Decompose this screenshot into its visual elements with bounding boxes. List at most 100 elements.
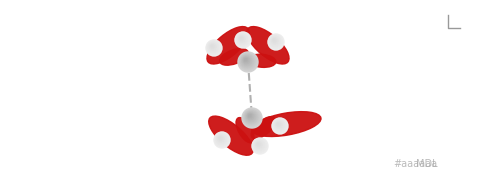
Circle shape <box>252 138 268 154</box>
Circle shape <box>278 124 279 125</box>
Circle shape <box>238 36 245 42</box>
Circle shape <box>208 42 220 54</box>
Circle shape <box>239 36 244 41</box>
Circle shape <box>208 42 218 53</box>
Circle shape <box>244 58 248 62</box>
Circle shape <box>245 111 257 123</box>
Circle shape <box>238 35 247 44</box>
Circle shape <box>241 55 253 67</box>
Circle shape <box>268 35 283 49</box>
Circle shape <box>235 32 251 48</box>
Circle shape <box>244 111 258 124</box>
Circle shape <box>211 45 214 48</box>
Circle shape <box>248 114 252 118</box>
Text: #aaaaaa: #aaaaaa <box>394 159 438 169</box>
Circle shape <box>242 108 262 128</box>
Circle shape <box>272 37 278 44</box>
Ellipse shape <box>236 118 254 143</box>
Circle shape <box>209 43 217 51</box>
Circle shape <box>217 135 225 143</box>
Circle shape <box>220 137 221 139</box>
Circle shape <box>206 40 222 56</box>
Circle shape <box>274 120 285 131</box>
Circle shape <box>276 121 282 128</box>
Circle shape <box>270 36 280 47</box>
Ellipse shape <box>247 27 289 64</box>
Circle shape <box>214 132 230 148</box>
Circle shape <box>271 37 279 45</box>
Circle shape <box>212 45 213 47</box>
Circle shape <box>238 52 258 72</box>
Circle shape <box>208 42 218 52</box>
Circle shape <box>276 123 280 127</box>
Circle shape <box>246 112 254 121</box>
Ellipse shape <box>248 54 276 67</box>
Circle shape <box>240 37 242 39</box>
Circle shape <box>207 41 220 54</box>
Circle shape <box>218 136 224 141</box>
Circle shape <box>240 54 255 69</box>
Circle shape <box>240 53 256 70</box>
Circle shape <box>252 139 267 153</box>
Circle shape <box>236 33 250 47</box>
Ellipse shape <box>252 112 321 136</box>
Circle shape <box>243 57 250 64</box>
Circle shape <box>210 43 216 50</box>
Circle shape <box>247 113 254 120</box>
Circle shape <box>254 140 264 150</box>
Circle shape <box>240 36 244 40</box>
Circle shape <box>216 133 228 146</box>
Circle shape <box>237 34 248 45</box>
Circle shape <box>268 34 284 50</box>
Circle shape <box>256 142 262 148</box>
Circle shape <box>255 141 263 149</box>
Circle shape <box>206 40 221 55</box>
Circle shape <box>216 134 226 144</box>
Circle shape <box>240 55 254 68</box>
Circle shape <box>275 121 283 129</box>
Ellipse shape <box>207 27 249 64</box>
Ellipse shape <box>208 116 253 155</box>
Circle shape <box>272 118 288 134</box>
Ellipse shape <box>251 117 276 139</box>
Circle shape <box>272 39 276 42</box>
Circle shape <box>253 139 266 152</box>
Circle shape <box>219 137 222 140</box>
Circle shape <box>254 140 264 151</box>
Circle shape <box>245 59 246 61</box>
Circle shape <box>269 35 282 48</box>
Circle shape <box>246 112 256 122</box>
Circle shape <box>238 35 246 43</box>
Circle shape <box>214 133 229 147</box>
Circle shape <box>210 45 214 49</box>
Circle shape <box>242 109 261 127</box>
Circle shape <box>249 115 250 117</box>
Circle shape <box>272 38 278 43</box>
Circle shape <box>256 143 260 146</box>
Circle shape <box>238 53 257 71</box>
Circle shape <box>240 37 242 40</box>
Circle shape <box>236 33 248 45</box>
Circle shape <box>270 36 280 46</box>
Circle shape <box>215 133 228 146</box>
Circle shape <box>242 56 250 65</box>
Circle shape <box>273 119 286 132</box>
Circle shape <box>274 121 284 130</box>
Circle shape <box>277 123 280 126</box>
Circle shape <box>258 143 259 145</box>
Circle shape <box>244 110 259 125</box>
Circle shape <box>216 134 226 145</box>
Circle shape <box>272 118 287 133</box>
Circle shape <box>274 39 275 41</box>
Circle shape <box>243 109 260 126</box>
Circle shape <box>210 44 216 49</box>
Circle shape <box>236 33 250 46</box>
Circle shape <box>256 142 262 147</box>
Circle shape <box>244 58 248 63</box>
Ellipse shape <box>220 49 248 65</box>
Circle shape <box>242 56 252 66</box>
Circle shape <box>273 39 276 42</box>
Text: MDL: MDL <box>416 159 438 169</box>
Circle shape <box>254 139 266 152</box>
Circle shape <box>270 36 281 48</box>
